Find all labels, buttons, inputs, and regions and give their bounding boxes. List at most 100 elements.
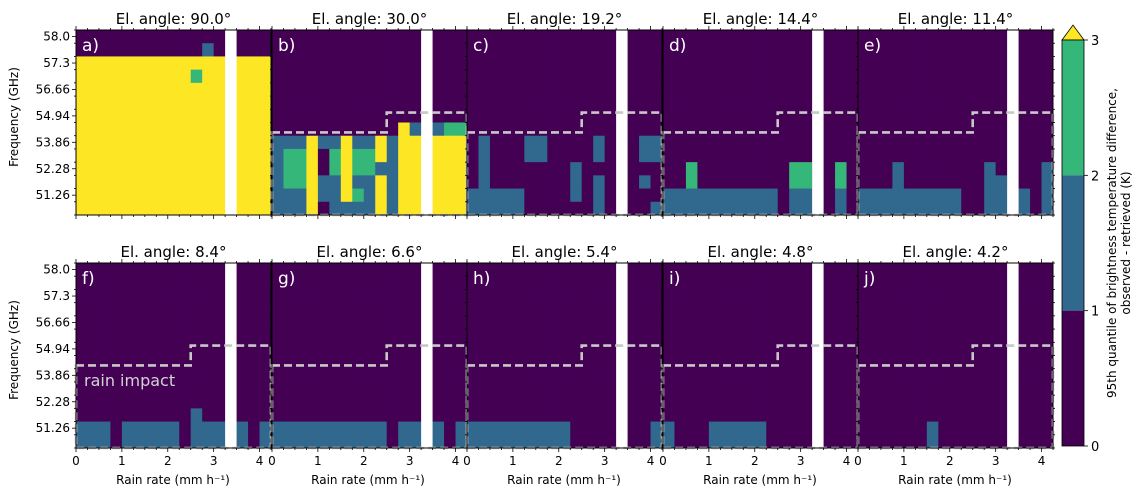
heatmap-cell — [604, 56, 617, 71]
heatmap-cell — [76, 263, 88, 277]
heatmap-cell — [190, 201, 203, 216]
heatmap-cell — [386, 43, 399, 57]
heatmap-cell — [190, 56, 203, 71]
heatmap-cell — [259, 56, 272, 71]
heatmap-cell — [294, 69, 307, 84]
heatmap-cell — [938, 109, 951, 123]
heatmap-cell — [375, 30, 388, 44]
heatmap-cell — [375, 43, 388, 57]
panel-letter: i) — [669, 269, 680, 289]
heatmap-cell — [272, 82, 284, 97]
heatmap-cell — [398, 30, 411, 44]
heatmap-cell — [535, 122, 548, 137]
heatmap-cell — [352, 122, 365, 137]
heatmap-cell — [283, 302, 296, 317]
heatmap-cell — [789, 148, 802, 163]
heatmap-cell — [375, 421, 388, 436]
heatmap-cell — [858, 408, 870, 422]
heatmap-cell — [398, 315, 411, 330]
heatmap-cell — [984, 329, 997, 343]
heatmap-cell — [558, 302, 571, 317]
heatmap-cell — [685, 109, 698, 123]
heatmap-cell — [98, 276, 111, 290]
heatmap-cell — [685, 69, 698, 84]
heatmap-cell — [98, 315, 111, 330]
heatmap-cell — [133, 302, 146, 317]
heatmap-cell — [720, 421, 733, 436]
x-tick-label: 1 — [118, 454, 126, 468]
heatmap-cell — [259, 355, 272, 370]
heatmap-cell — [398, 201, 411, 216]
heatmap-cell — [467, 148, 479, 163]
heatmap-cell — [823, 162, 836, 176]
heatmap-cell — [121, 315, 134, 330]
heatmap-cell — [478, 368, 491, 383]
heatmap-cell — [272, 69, 284, 84]
heatmap-cell — [926, 188, 939, 203]
heatmap-cell — [777, 162, 790, 176]
heatmap-cell — [1018, 263, 1031, 277]
heatmap-cell — [547, 69, 560, 84]
y-tick-label: 56.66 — [36, 82, 70, 96]
heatmap-cell — [501, 302, 514, 317]
heatmap-cell — [650, 109, 663, 123]
heatmap-cell — [236, 368, 249, 383]
heatmap-cell — [467, 135, 479, 150]
heatmap-cell — [352, 276, 365, 290]
heatmap-cell — [213, 56, 226, 71]
heatmap-cell — [789, 381, 802, 396]
heatmap-cell — [593, 355, 606, 370]
heatmap-cell — [144, 43, 157, 57]
missing-data-gap — [225, 263, 237, 448]
heatmap-cell — [708, 289, 721, 304]
heatmap-cell — [984, 175, 997, 189]
heatmap-cell — [1018, 175, 1031, 189]
heatmap-cell — [144, 421, 157, 436]
heatmap-cell — [685, 148, 698, 163]
heatmap-cell — [409, 289, 422, 304]
heatmap-cell — [800, 329, 813, 343]
heatmap-cell — [754, 109, 767, 123]
heatmap-cell — [248, 43, 260, 57]
heatmap-cell — [1041, 315, 1054, 330]
heatmap-cell — [190, 82, 203, 97]
heatmap-cell — [76, 69, 88, 84]
heatmap-cell — [202, 329, 215, 343]
heatmap-cell — [202, 43, 215, 57]
heatmap-cell — [743, 276, 756, 290]
heatmap-cell — [259, 135, 272, 150]
heatmap-cell — [375, 315, 388, 330]
heatmap-cell — [949, 355, 962, 370]
heatmap-cell — [777, 289, 790, 304]
heatmap-cell — [179, 302, 192, 317]
heatmap-cell — [317, 302, 330, 317]
heatmap-cell — [133, 30, 146, 44]
heatmap-cell — [190, 122, 203, 137]
heatmap-cell — [938, 421, 951, 436]
heatmap-cell — [455, 122, 468, 137]
heatmap-cell — [720, 315, 733, 330]
heatmap-cell — [121, 368, 134, 383]
heatmap-cell — [133, 329, 146, 343]
heatmap-cell — [294, 43, 307, 57]
heatmap-cell — [236, 188, 249, 203]
heatmap-cell — [259, 302, 272, 317]
heatmap-cell — [294, 342, 307, 356]
heatmap-cell — [731, 329, 744, 343]
heatmap-cell — [156, 201, 169, 216]
heatmap-cell — [375, 395, 388, 409]
heatmap-cell — [972, 329, 985, 343]
heatmap-cell — [593, 434, 606, 449]
heatmap-cell — [708, 148, 721, 163]
heatmap-cell — [501, 30, 514, 44]
heatmap-cell — [179, 421, 192, 436]
heatmap-cell — [352, 342, 365, 356]
heatmap-cell — [835, 175, 847, 189]
y-tick-label: 57.3 — [43, 56, 70, 70]
heatmap-cell — [352, 368, 365, 383]
heatmap-cell — [800, 302, 813, 317]
heatmap-cell — [869, 96, 882, 110]
heatmap-cell — [639, 135, 651, 150]
heatmap-cell — [524, 381, 537, 396]
heatmap-cell — [329, 122, 342, 137]
